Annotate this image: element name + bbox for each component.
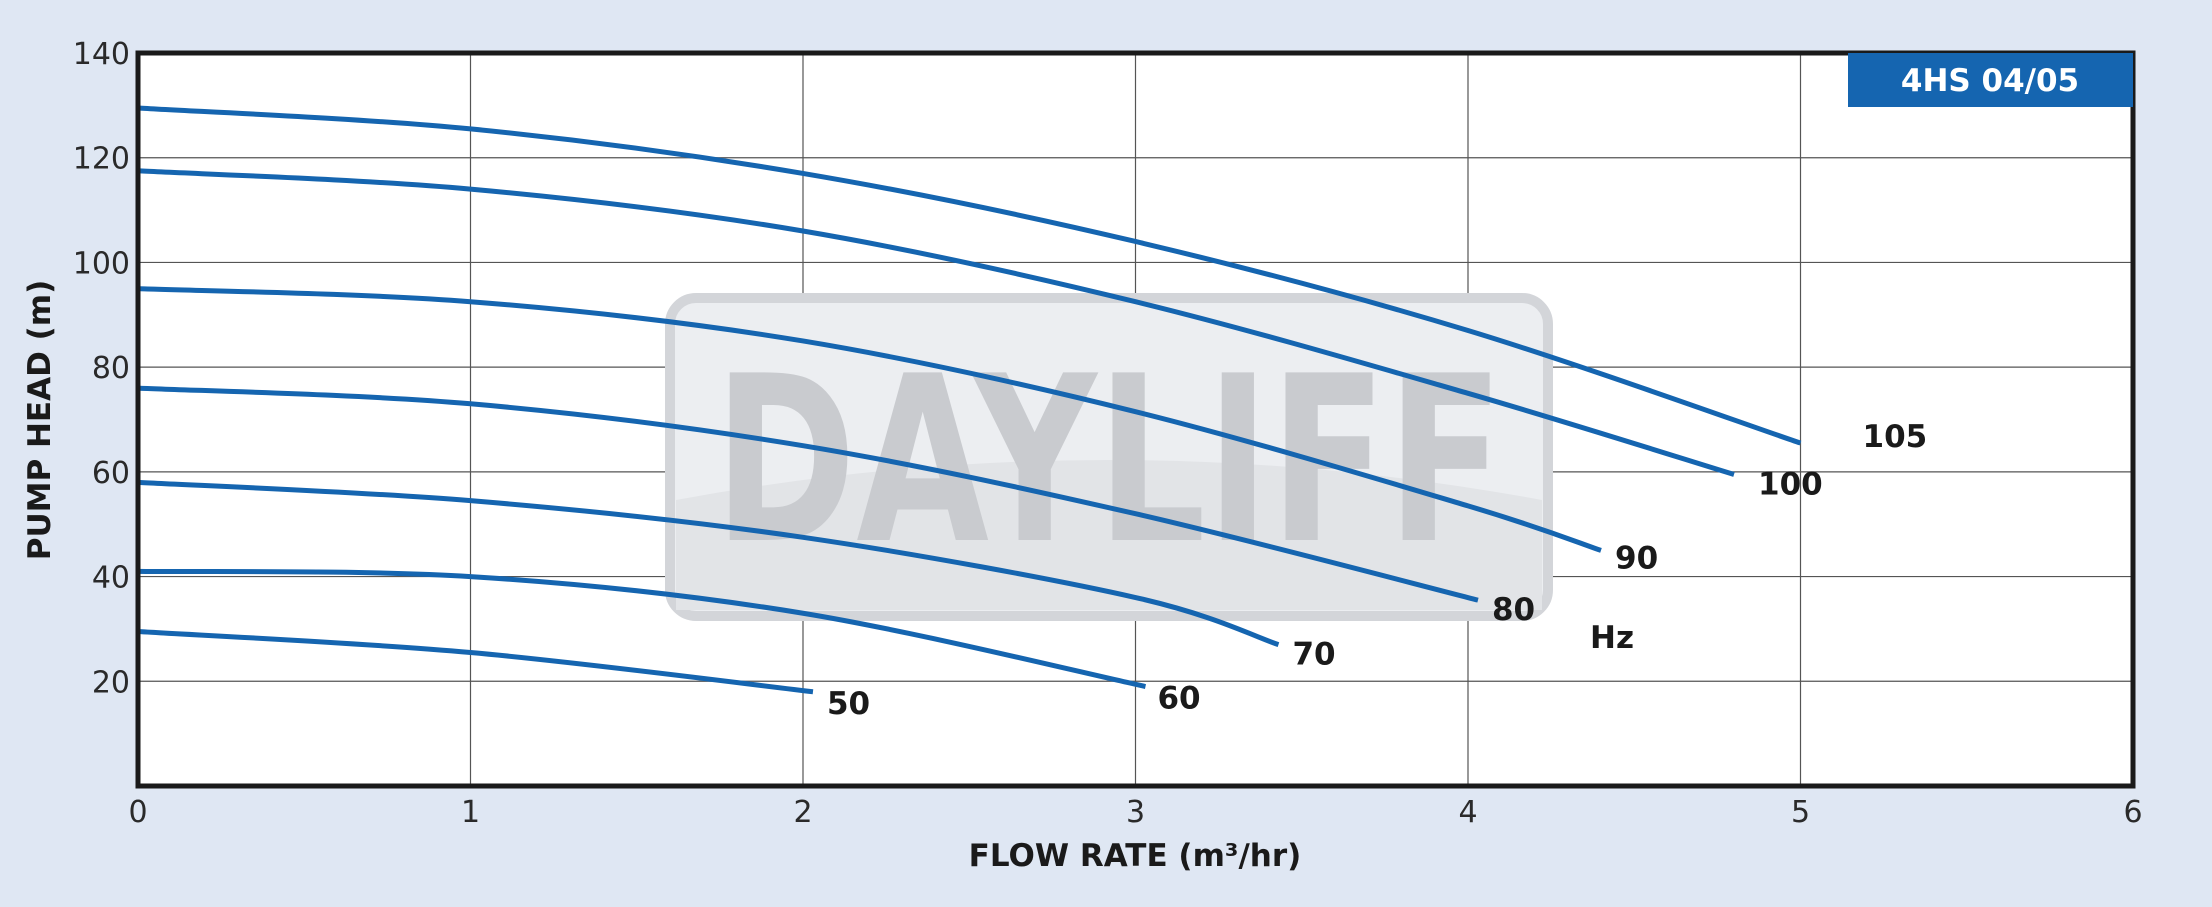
x-tick-label: 1	[461, 795, 480, 830]
tick-labels: 0 1 2 3 4 5 6 20 40 60 80 100 120 140	[73, 37, 2143, 830]
watermark-text: DAYLIFF	[714, 328, 1504, 595]
x-tick-label: 2	[793, 795, 812, 830]
series-line-90	[137, 286, 1602, 553]
series-line-100	[137, 168, 1735, 477]
curve-label-50: 50	[827, 686, 870, 722]
watermark-logo: DAYLIFF	[665, 293, 1553, 621]
y-axis-title: PUMP HEAD (m)	[22, 280, 58, 561]
y-tick-label: 100	[73, 246, 130, 281]
curve-label-90: 90	[1615, 540, 1658, 576]
series-line-70	[137, 479, 1280, 648]
watermark-swoosh	[676, 460, 1542, 610]
unit-label-hz: Hz	[1590, 620, 1634, 656]
axis-titles: FLOW RATE (m³/hr) PUMP HEAD (m)	[22, 280, 1301, 874]
y-tick-label: 80	[92, 351, 130, 386]
x-tick-label: 6	[2123, 795, 2142, 830]
curve-labels: 105 100 90 80 70 60 50 Hz	[827, 419, 1927, 722]
series-line-105	[137, 105, 1802, 446]
curve-label-105: 105	[1863, 419, 1928, 455]
series-lines	[137, 105, 1802, 695]
curve-label-70: 70	[1292, 637, 1335, 673]
chart-title: 4HS 04/05	[1901, 63, 2079, 99]
curve-label-60: 60	[1157, 681, 1200, 717]
y-tick-label: 40	[92, 561, 130, 596]
series-line-50	[137, 629, 814, 695]
x-axis-title: FLOW RATE (m³/hr)	[969, 838, 1302, 874]
x-tick-label: 3	[1126, 795, 1145, 830]
y-tick-label: 140	[73, 37, 130, 72]
plot-border	[135, 50, 2136, 789]
y-tick-label: 20	[92, 665, 130, 700]
x-tick-label: 0	[128, 795, 147, 830]
curve-label-100: 100	[1758, 466, 1823, 502]
y-tick-label: 60	[92, 456, 130, 491]
x-tick-label: 4	[1458, 795, 1477, 830]
series-line-80	[137, 385, 1479, 603]
y-tick-label: 120	[73, 142, 130, 177]
model-badge: 4HS 04/05	[1848, 53, 2133, 107]
plot-frame	[135, 50, 2136, 789]
curve-label-80: 80	[1492, 592, 1535, 628]
series-line-60	[137, 568, 1146, 689]
x-tick-label: 5	[1791, 795, 1810, 830]
badge-background	[1848, 53, 2133, 107]
